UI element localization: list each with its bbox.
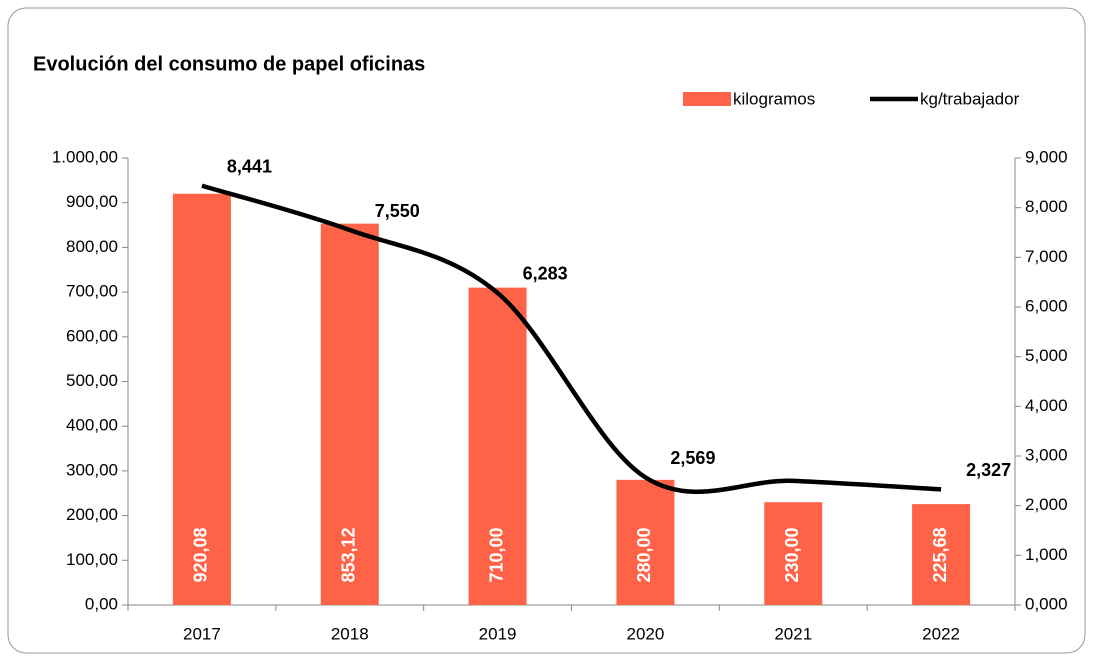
y2-tick-label: 8,000 <box>1025 197 1068 216</box>
bar <box>320 223 379 605</box>
y-tick-label: 600,00 <box>66 326 118 345</box>
y-tick-label: 300,00 <box>66 460 118 479</box>
y-tick-label: 500,00 <box>66 371 118 390</box>
x-tick-label: 2021 <box>774 624 812 643</box>
y2-tick-label: 0,000 <box>1025 594 1068 613</box>
chart-frame <box>7 7 1086 654</box>
line-value-label: 2,569 <box>670 448 715 468</box>
bar-value-label: 920,08 <box>191 527 211 582</box>
x-tick-label: 2019 <box>479 624 517 643</box>
y2-tick-label: 9,000 <box>1025 147 1068 166</box>
x-tick-label: 2017 <box>183 624 221 643</box>
y2-tick-label: 6,000 <box>1025 296 1068 315</box>
legend-swatch <box>683 92 731 106</box>
y-tick-label: 400,00 <box>66 416 118 435</box>
y-tick-label: 100,00 <box>66 550 118 569</box>
bar <box>468 287 527 605</box>
bar-value-label: 853,12 <box>339 527 359 582</box>
y-tick-label: 200,00 <box>66 505 118 524</box>
line <box>201 183 942 494</box>
y-tick-label: 1.000,00 <box>52 147 118 166</box>
y2-tick-label: 7,000 <box>1025 247 1068 266</box>
bar-value-label: 710,00 <box>486 527 506 582</box>
y2-tick-label: 1,000 <box>1025 545 1068 564</box>
y-tick-label: 0,00 <box>85 594 118 613</box>
y2-tick-label: 5,000 <box>1025 346 1068 365</box>
bar-value-label: 230,00 <box>782 527 802 582</box>
x-tick-label: 2020 <box>627 624 665 643</box>
legend-label: kilogramos <box>733 89 815 108</box>
bar <box>172 193 231 605</box>
bar <box>764 502 823 605</box>
y2-tick-label: 4,000 <box>1025 396 1068 415</box>
line-value-label: 2,327 <box>966 460 1011 480</box>
y-tick-label: 900,00 <box>66 192 118 211</box>
line-value-label: 6,283 <box>523 264 568 284</box>
chart-title: Evolución del consumo de papel oficinas <box>33 53 425 75</box>
x-tick-label: 2022 <box>922 624 960 643</box>
bar-value-label: 280,00 <box>634 527 654 582</box>
bar <box>616 479 675 605</box>
line-value-label: 8,441 <box>227 157 272 177</box>
y2-tick-label: 3,000 <box>1025 445 1068 464</box>
bar <box>912 504 971 605</box>
y-tick-label: 700,00 <box>66 282 118 301</box>
line-value-label: 7,550 <box>375 201 420 221</box>
x-tick-label: 2018 <box>331 624 369 643</box>
y-tick-label: 800,00 <box>66 237 118 256</box>
bar-value-label: 225,68 <box>930 527 950 582</box>
legend-label: kg/trabajador <box>920 89 1020 108</box>
y2-tick-label: 2,000 <box>1025 495 1068 514</box>
